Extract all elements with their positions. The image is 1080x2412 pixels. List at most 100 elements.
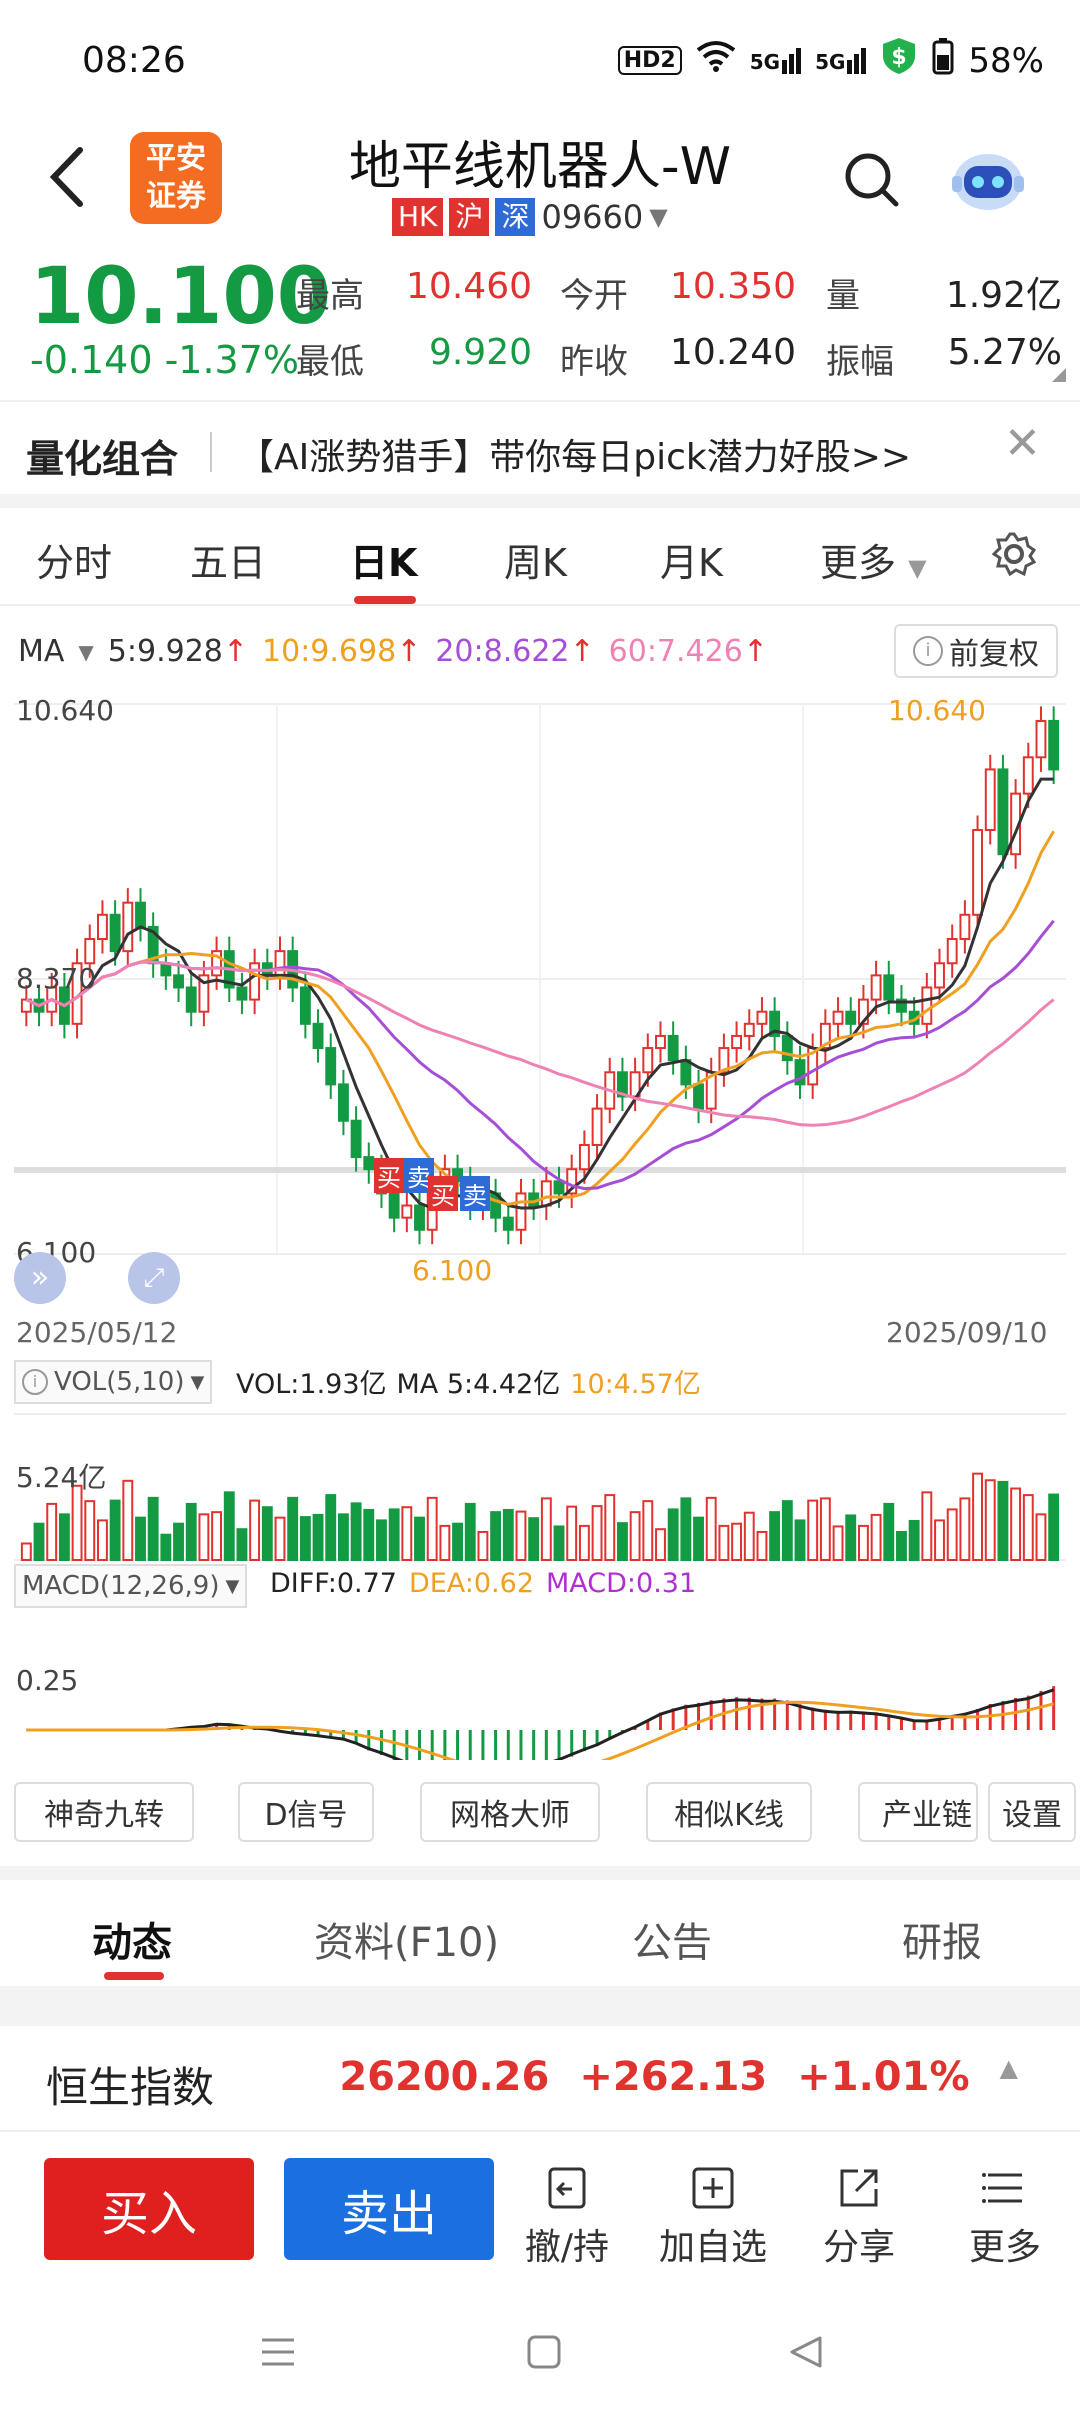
volume-bar (997, 1480, 1009, 1562)
volume-bar (1035, 1513, 1047, 1561)
open-value: 10.350 (670, 266, 796, 307)
volume-bar (388, 1508, 400, 1562)
signal-icon-1: 5G (750, 47, 802, 74)
volume-bar (414, 1516, 425, 1562)
volume-bar (870, 1513, 882, 1562)
close-icon[interactable]: ✕ (1004, 418, 1041, 469)
tab-five-day[interactable]: 五日 (190, 541, 267, 585)
undo-doc-icon (548, 2167, 586, 2209)
volume-bar (122, 1479, 134, 1561)
volume-bar (528, 1517, 540, 1562)
volume-bar (540, 1497, 552, 1562)
tab-more[interactable]: 更多 ▼ (820, 541, 927, 585)
dropdown-icon: ▼ (225, 1575, 240, 1597)
volume-bar (211, 1511, 223, 1562)
kline-chart[interactable] (0, 680, 1080, 1760)
add-watchlist-button[interactable]: 加自选 (658, 2158, 768, 2270)
prev-close-label: 昨收 (560, 342, 628, 382)
vol-y-label: 5.24亿 (16, 1461, 107, 1494)
home-icon[interactable] (524, 2332, 564, 2376)
search-icon (845, 153, 899, 207)
candle-body (921, 986, 933, 1025)
volume-bar (819, 1497, 831, 1562)
caret-up-icon: ▲ (999, 2054, 1018, 2082)
buy-button[interactable]: 买入 (44, 2158, 254, 2260)
tool-industry-chain[interactable]: 产业链 (858, 1782, 978, 1842)
vol-indicator-select[interactable]: i VOL(5,10) ▼ (14, 1360, 213, 1404)
candle-body (540, 1180, 552, 1207)
corner-expand-icon[interactable] (1052, 368, 1066, 382)
volume-bar (705, 1496, 717, 1561)
settings-button[interactable] (990, 530, 1038, 582)
macd-indicator-select[interactable]: MACD(12,26,9) ▼ (14, 1564, 248, 1608)
volume-bar (58, 1513, 70, 1561)
share-button[interactable]: 分享 (804, 2158, 914, 2270)
volume-bar (363, 1508, 375, 1562)
high-value: 10.460 (406, 266, 532, 307)
search-button[interactable] (842, 150, 902, 210)
tab-research[interactable]: 研报 (902, 1920, 982, 1966)
info-icon: i (913, 636, 943, 666)
active-tab-indicator (104, 1972, 164, 1980)
candle-body (502, 1216, 514, 1231)
volume-bar (71, 1484, 83, 1561)
candle-body (667, 1034, 679, 1062)
market-tags[interactable]: HK 沪 深 09660 ▼ (392, 198, 668, 236)
tab-monthly-k[interactable]: 月K (660, 541, 723, 585)
adjust-mode-button[interactable]: i 前复权 (894, 624, 1058, 678)
dropdown-icon: ▼ (908, 554, 927, 582)
tool-settings[interactable]: 设置 (988, 1782, 1076, 1842)
candle-body (325, 1047, 337, 1086)
ma20-value: 20:8.622↑ (435, 634, 595, 669)
tool-grid-master[interactable]: 网格大师 (420, 1782, 600, 1842)
back-button[interactable] (44, 142, 94, 212)
signal-icon-2: 5G (815, 47, 867, 74)
cancel-hold-button[interactable]: 撤/持 (512, 2158, 622, 2270)
volume-bar (1022, 1494, 1034, 1561)
buy-marker[interactable]: 买 (428, 1176, 458, 1211)
volume-bar (946, 1508, 958, 1562)
sell-marker[interactable]: 卖 (460, 1176, 490, 1211)
tool-similar-k[interactable]: 相似K线 (646, 1782, 812, 1842)
tool-magic-nine[interactable]: 神奇九转 (14, 1782, 194, 1842)
ai-assistant-button[interactable] (948, 140, 1028, 220)
buy-marker[interactable]: 买 (374, 1158, 404, 1193)
banner-text[interactable]: 【AI涨势猎手】带你每日pick潜力好股>> (238, 437, 912, 478)
tab-intraday[interactable]: 分时 (36, 541, 113, 585)
volume-bar (693, 1516, 704, 1562)
tool-d-signal[interactable]: D信号 (238, 1782, 374, 1842)
dropdown-icon: ▼ (190, 1371, 205, 1393)
dea-line (26, 1700, 1055, 1760)
more-button[interactable]: 更多 (950, 2158, 1060, 2270)
sell-button[interactable]: 卖出 (284, 2158, 494, 2260)
back-nav-icon[interactable] (786, 2332, 826, 2376)
volume-bar (617, 1522, 628, 1562)
volume-bar (908, 1519, 920, 1562)
open-label: 今开 (560, 276, 628, 316)
promo-banner[interactable] (0, 400, 1080, 502)
candle-body (198, 974, 210, 1013)
volume-bar (578, 1524, 590, 1562)
volume-bar (84, 1500, 96, 1562)
candle-body (972, 828, 983, 916)
candle-body (249, 962, 261, 1001)
fullscreen-icon[interactable]: ⤢ (128, 1252, 180, 1304)
volume-bar (515, 1510, 527, 1561)
expand-left-icon[interactable]: » (14, 1252, 66, 1304)
tab-weekly-k[interactable]: 周K (504, 541, 567, 585)
candle-body (845, 1010, 857, 1025)
index-ticker[interactable] (0, 2026, 1080, 2132)
volume-bar (236, 1528, 248, 1562)
candle-body (185, 986, 197, 1013)
tab-news[interactable]: 动态 (92, 1920, 172, 1966)
ma-legend[interactable]: MA ▼ 5:9.928↑ 10:9.698↑ 20:8.622↑ 60:7.4… (18, 634, 768, 669)
tab-daily-k[interactable]: 日K (350, 541, 418, 585)
volume-bar (376, 1519, 387, 1562)
volume-bar (33, 1522, 45, 1562)
current-price: 10.100 (30, 252, 331, 342)
candle-body (870, 974, 882, 1001)
candle-body (173, 974, 184, 989)
tab-announcements[interactable]: 公告 (632, 1920, 712, 1966)
tab-profile[interactable]: 资料(F10) (314, 1920, 500, 1966)
recent-apps-icon[interactable] (258, 2332, 298, 2376)
